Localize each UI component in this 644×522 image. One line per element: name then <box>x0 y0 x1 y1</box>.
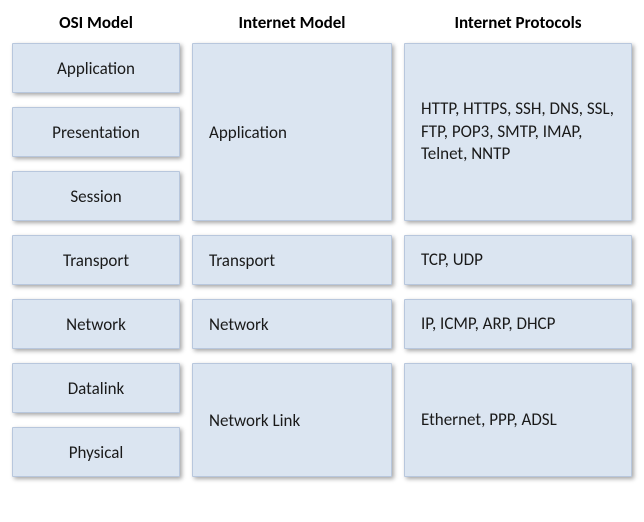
model-comparison-grid: OSI Model Application Presentation Sessi… <box>12 12 632 491</box>
osi-column: OSI Model Application Presentation Sessi… <box>12 12 180 491</box>
internet-layer-transport: Transport <box>192 235 392 285</box>
osi-heading: OSI Model <box>12 12 180 33</box>
protocols-application: HTTP, HTTPS, SSH, DNS, SSL, FTP, POP3, S… <box>404 43 632 221</box>
protocols-link: Ethernet, PPP, ADSL <box>404 363 632 477</box>
osi-layer-session: Session <box>12 171 180 221</box>
osi-layer-presentation: Presentation <box>12 107 180 157</box>
internet-layer-application: Application <box>192 43 392 221</box>
osi-layer-network: Network <box>12 299 180 349</box>
internet-layer-network: Network <box>192 299 392 349</box>
internet-model-heading: Internet Model <box>192 12 392 33</box>
osi-layer-physical: Physical <box>12 427 180 477</box>
osi-layer-transport: Transport <box>12 235 180 285</box>
osi-layer-datalink: Datalink <box>12 363 180 413</box>
internet-model-column: Internet Model Application Transport Net… <box>192 12 392 491</box>
protocols-network: IP, ICMP, ARP, DHCP <box>404 299 632 349</box>
protocols-column: Internet Protocols HTTP, HTTPS, SSH, DNS… <box>404 12 632 491</box>
internet-layer-network-link: Network Link <box>192 363 392 477</box>
protocols-heading: Internet Protocols <box>404 12 632 33</box>
protocols-transport: TCP, UDP <box>404 235 632 285</box>
osi-layer-application: Application <box>12 43 180 93</box>
